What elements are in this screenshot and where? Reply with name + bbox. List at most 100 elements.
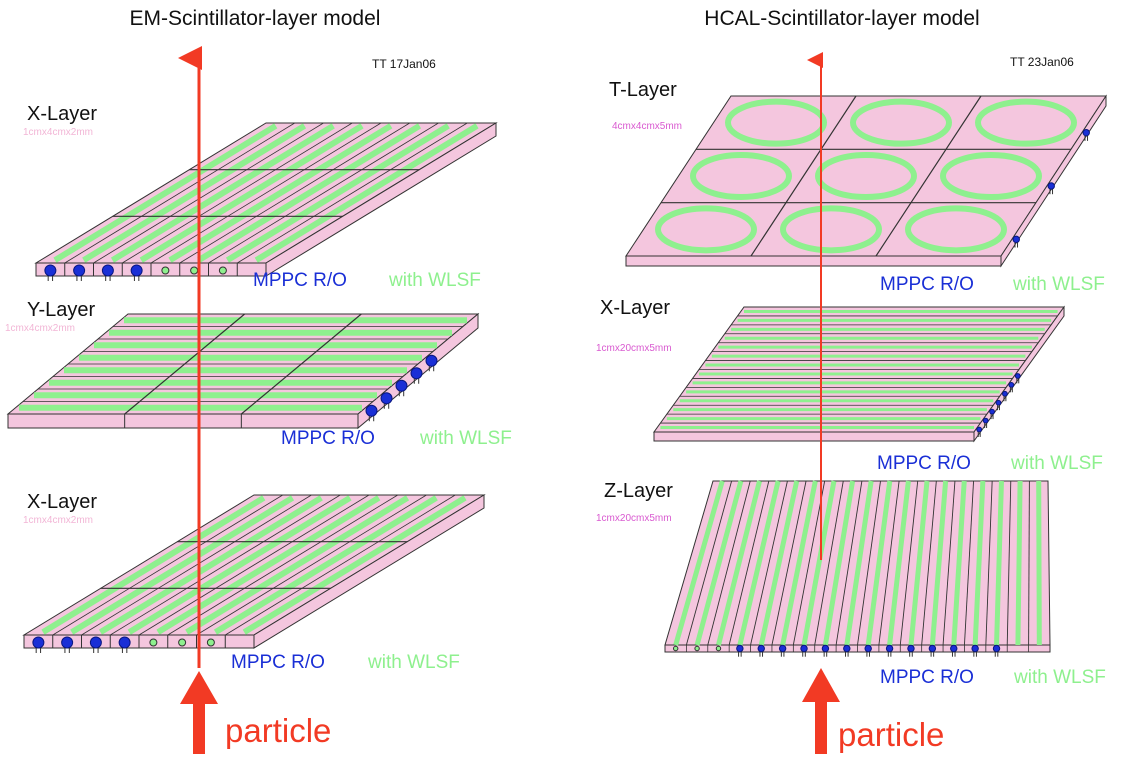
- tile-divider: [167, 494, 398, 636]
- ring-fiber-icon: [850, 98, 952, 147]
- tile-divider: [179, 122, 410, 264]
- wls-fiber-icon: [780, 480, 818, 646]
- mppc-sensor-icon: [907, 644, 915, 653]
- mppc-sensor-icon: [380, 392, 393, 405]
- tile-divider: [1028, 480, 1030, 646]
- tile-divider: [792, 480, 826, 646]
- em-particle-label: particle: [225, 712, 331, 749]
- mppc-sensor-icon: [1002, 390, 1008, 397]
- tile-divider: [138, 494, 370, 636]
- mppc-sensor-icon: [885, 644, 894, 653]
- slab-front-face: [653, 431, 975, 442]
- em-layer-1-name: X-Layer: [27, 103, 97, 125]
- fiber-end-icon: [715, 645, 722, 652]
- tile-divider: [750, 480, 788, 646]
- wls-fiber-icon: [994, 480, 1004, 646]
- mppc-sensor-icon: [778, 644, 787, 653]
- tile-divider: [124, 313, 246, 415]
- ring-fiber-icon: [725, 98, 827, 147]
- hcal-layer-3-mppc: MPPC R/O: [880, 667, 974, 688]
- mppc-sensor-icon: [130, 264, 143, 277]
- hcal-layer-2-mppc: MPPC R/O: [877, 453, 971, 474]
- tile-divider: [750, 95, 857, 257]
- tile-divider: [835, 480, 863, 646]
- tile-divider: [93, 122, 324, 264]
- tile-divider: [875, 95, 982, 257]
- tile-divider: [707, 480, 751, 646]
- mppc-sensor-icon: [800, 644, 808, 653]
- ring-fiber-icon: [975, 98, 1077, 147]
- em-date: TT 17Jan06: [372, 57, 436, 71]
- fiber-end-icon: [694, 645, 700, 652]
- wls-fiber-icon: [53, 123, 278, 263]
- wls-fiber-icon: [737, 480, 781, 646]
- hcal-layer-3-size: 1cmx20cmx5mm: [596, 513, 672, 524]
- em-layer-1-mppc: MPPC R/O: [253, 270, 347, 291]
- ring-fiber-icon: [780, 205, 882, 254]
- wls-fiber-icon: [694, 480, 744, 646]
- hcal-layer-2-wlsf: with WLSF: [1010, 453, 1103, 474]
- tile-divider: [110, 494, 341, 636]
- ring-fiber-icon: [655, 205, 757, 254]
- fiber-end-icon: [178, 638, 187, 647]
- wls-fiber-icon: [185, 495, 410, 635]
- mppc-sensor-icon: [1014, 373, 1021, 379]
- mppc-sensor-icon: [1082, 128, 1090, 137]
- wls-fiber-icon: [156, 495, 381, 635]
- ring-fiber-icon: [940, 152, 1042, 200]
- em-layer-3-size: 1cmx4cmx2mm: [23, 515, 93, 526]
- mppc-sensor-icon: [425, 354, 438, 367]
- slab-top-face: [625, 95, 1107, 257]
- wls-fiber-icon: [254, 123, 479, 263]
- hcal-t-layer-module: [625, 94, 1107, 268]
- mppc-sensor-icon: [971, 644, 979, 653]
- tile-divider: [921, 480, 937, 646]
- mppc-sensor-icon: [1047, 182, 1055, 190]
- em-x-layer-bottom-module: [22, 494, 486, 653]
- mppc-sensor-icon: [950, 644, 958, 653]
- hcal-particle-arrow-icon: [802, 668, 840, 754]
- mppc-sensor-icon: [1008, 381, 1015, 388]
- mppc-sensor-icon: [757, 644, 765, 653]
- hcal-layer-1-wlsf: with WLSF: [1012, 274, 1105, 295]
- wls-fiber-icon: [110, 123, 335, 263]
- fiber-end-icon: [218, 266, 227, 275]
- hcal-layer-1-mppc: MPPC R/O: [880, 274, 974, 295]
- tile-divider: [196, 494, 427, 636]
- wls-fiber-icon: [887, 480, 911, 646]
- em-title: EM-Scintillator-layer model: [130, 7, 381, 30]
- em-layer-2-wlsf: with WLSF: [419, 428, 512, 449]
- mppc-sensor-icon: [864, 644, 872, 653]
- wls-fiber-icon: [929, 480, 949, 646]
- wls-fiber-icon: [242, 495, 467, 635]
- hcal-layer-2-name: X-Layer: [600, 297, 670, 319]
- wls-fiber-icon: [908, 480, 930, 646]
- wls-fiber-icon: [951, 480, 967, 646]
- hcal-layer-2-size: 1cmx20cmx5mm: [596, 343, 672, 354]
- mppc-sensor-icon: [976, 426, 983, 433]
- em-layer-3-name: X-Layer: [27, 491, 97, 513]
- tile-divider: [52, 494, 283, 636]
- mppc-sensor-icon: [32, 636, 45, 649]
- em-layer-1-wlsf: with WLSF: [388, 270, 481, 291]
- wls-fiber-icon: [844, 480, 874, 646]
- tile-divider: [208, 122, 439, 264]
- slab-front-face: [625, 255, 1002, 267]
- em-layer-2-size: 1cmx4cmx2mm: [5, 323, 75, 334]
- em-particle-arrow-icon: [180, 671, 218, 754]
- mppc-sensor-icon: [118, 636, 131, 649]
- hcal-layer-1-name: T-Layer: [609, 79, 677, 101]
- tile-divider: [1006, 480, 1012, 646]
- mppc-sensor-icon: [89, 636, 102, 649]
- wls-fiber-icon: [1015, 480, 1023, 646]
- fiber-end-icon: [161, 266, 170, 275]
- tile-divider: [150, 122, 382, 264]
- ring-fiber-icon: [690, 152, 792, 200]
- em-layer-3-mppc: MPPC R/O: [231, 652, 325, 673]
- tile-divider: [857, 480, 881, 646]
- tile-divider: [240, 313, 362, 415]
- wls-fiber-icon: [758, 480, 800, 646]
- mppc-sensor-icon: [982, 417, 989, 424]
- wls-fiber-icon: [716, 480, 762, 646]
